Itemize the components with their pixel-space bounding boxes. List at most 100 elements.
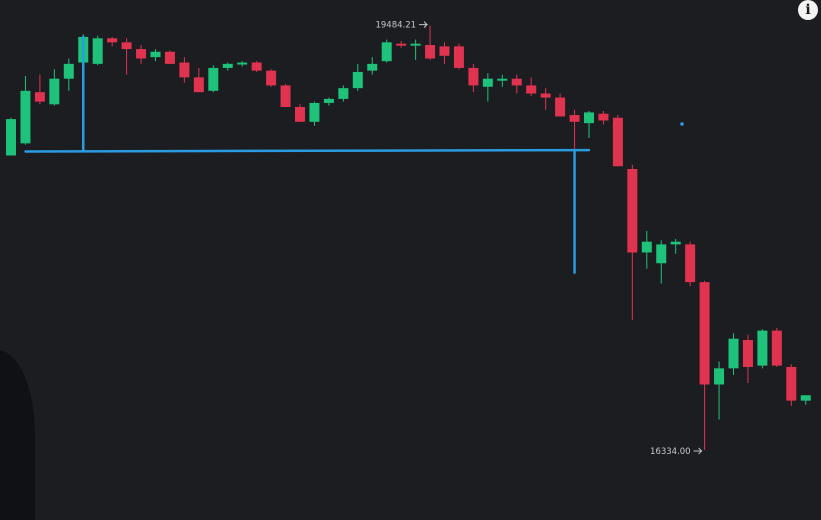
candles-layer [6,25,811,450]
candle-body [295,106,305,122]
candle-body [6,119,16,156]
candle-body [410,43,421,46]
candle [179,57,190,83]
drawn-dot [680,122,684,126]
candle-body [714,368,725,385]
high-arrow-icon [419,21,428,28]
candle-body [656,244,667,264]
candle-body [627,168,638,253]
annotation-labels-layer: 19484.21 16334.00 [375,21,703,457]
candle-body [497,78,508,81]
candle [295,104,305,122]
candle-body [34,92,45,102]
candle [786,364,797,407]
candle [136,45,147,64]
candle [309,101,320,126]
candle-body [612,117,623,167]
candle-body [237,62,248,65]
candle-body [425,45,436,59]
candle [468,63,479,93]
candle-body [280,85,291,107]
candle [425,25,436,60]
candle-body [468,67,479,86]
candle-body [367,63,378,71]
candle-body [540,93,551,98]
info-icon[interactable]: i [798,0,818,20]
candle [396,40,407,48]
candle-body [338,88,349,99]
candle [323,97,334,106]
candle-body [107,38,118,43]
candle-body [482,78,493,87]
candle [439,42,450,64]
candle-body [121,42,132,50]
candle-body [49,78,60,105]
candle [338,85,349,102]
candle-body [742,340,753,367]
candle-body [323,98,334,103]
candle [280,84,291,107]
candle-body [150,51,161,58]
candle [49,69,60,106]
candle-body [92,38,103,64]
candle [251,61,262,72]
candle [150,49,161,62]
candle-body [670,241,681,245]
candle [453,43,464,70]
candle-body [251,62,262,71]
candle-body [396,43,407,46]
candle-body [569,115,580,122]
candle [208,65,219,93]
candle-body [641,241,652,253]
candle-body [511,78,522,86]
candle [771,327,782,367]
candle-body [555,97,566,117]
candle-body [266,70,277,86]
candle [34,74,45,105]
candle-body [222,63,233,68]
candle [627,164,638,320]
candle [540,88,551,110]
candle-body [699,282,710,385]
candle-body [136,49,147,59]
candle [410,39,421,60]
candle [482,73,493,102]
candle [266,69,277,87]
drawn-line-neckline[interactable] [24,148,591,153]
candle [107,36,118,47]
candle-body [728,338,739,369]
candle [63,58,74,91]
candle-body [453,46,464,68]
candle [222,62,233,71]
candle [641,230,652,269]
candle [714,361,725,420]
candle [757,329,768,369]
candle-body [179,62,190,78]
candle-body [786,366,797,401]
candle [511,74,522,94]
candle-body [352,71,363,89]
candle [6,117,16,156]
drawn-lines-layer [24,35,684,274]
candle-body [598,113,609,121]
candle [20,76,31,145]
candle-body [757,330,768,366]
candle [497,74,508,87]
candle [800,395,811,405]
candle [367,57,378,75]
candle [92,35,103,66]
candle-body [439,46,450,56]
high-price-label: 19484.21 [375,21,416,31]
candle-body [309,102,320,122]
candle [656,240,667,284]
candle [164,50,175,64]
candle [670,239,681,254]
candle-body [381,42,392,62]
low-arrow-icon [693,447,703,455]
candle-body [584,112,594,124]
candle-body [208,67,219,91]
candlestick-chart[interactable]: 19484.21 16334.00 [0,0,821,478]
candle [728,333,739,376]
candle [381,39,392,63]
